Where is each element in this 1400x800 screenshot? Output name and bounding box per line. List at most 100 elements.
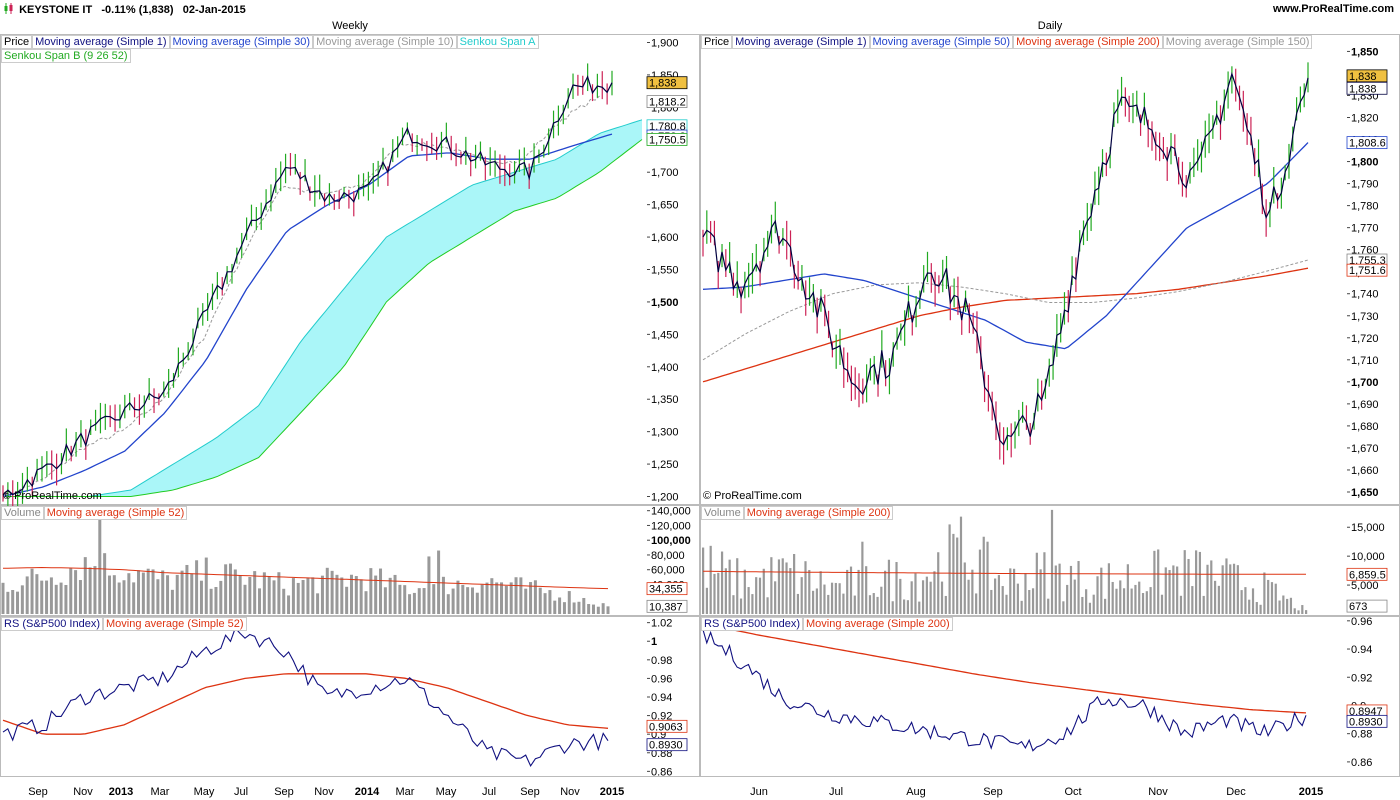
weekly-volume-bar [451, 588, 455, 614]
daily-volume-bar [948, 524, 951, 614]
daily-volume-bar [982, 536, 985, 614]
daily-volume-bar [1035, 552, 1038, 614]
weekly-volume-bar [500, 582, 504, 614]
weekly-volume-y-tick: 100,000 [651, 535, 691, 547]
daily-price-y-tick: 1,730 [1351, 311, 1379, 323]
weekly-volume-bar [132, 582, 136, 614]
legend-rs[interactable]: RS (S&P500 Index) [1, 617, 103, 631]
weekly-volume-bar [287, 595, 291, 614]
weekly-volume-bar [166, 575, 170, 614]
weekly-volume-bar [533, 580, 537, 614]
daily-volume-bar [1172, 565, 1175, 614]
legend-price[interactable]: Price [1, 35, 33, 49]
weekly-volume-bar [224, 564, 228, 614]
legend-ma200[interactable]: Moving average (Simple 200) [1013, 35, 1163, 49]
daily-price-legend: Price Moving average (Simple 1) Moving ave… [701, 35, 1313, 49]
weekly-price-y-tick: 1,600 [651, 232, 679, 244]
daily-volume-bar [849, 566, 853, 614]
legend-volume[interactable]: Volume [1, 506, 44, 520]
weekly-volume-bar [538, 587, 542, 614]
daily-volume-bar [732, 595, 735, 614]
daily-volume-bar [1259, 604, 1262, 614]
legend-rs-ma[interactable]: Moving average (Simple 52) [103, 617, 247, 631]
daily-x-label: Jul [829, 786, 843, 798]
weekly-volume-bar [591, 604, 595, 614]
daily-volume-bar [1305, 610, 1308, 614]
header-bar: KEYSTONE IT -0.11% (1,838) 02-Jan-2015 w… [0, 0, 1400, 18]
legend-ma50[interactable]: Moving average (Simple 50) [869, 35, 1014, 49]
weekly-volume-bar [199, 580, 203, 614]
daily-volume-bar [1054, 565, 1057, 614]
price-change: -0.11% (1,838) [101, 4, 174, 16]
weekly-volume-y-tick: 60,000 [651, 565, 685, 577]
daily-volume-bar [1088, 602, 1092, 614]
weekly-volume-bar [567, 591, 571, 614]
daily-price-tag-box [1346, 81, 1388, 95]
weekly-rs-y-tick: 0.86 [651, 766, 672, 778]
weekly-volume-bar [330, 570, 334, 614]
daily-x-label: Jun [750, 786, 768, 798]
weekly-volume-bar [141, 572, 145, 614]
daily-volume-bar [1160, 594, 1164, 614]
daily-volume-bar [1047, 598, 1050, 614]
weekly-volume-legend: Volume Moving average (Simple 52) [1, 506, 188, 520]
weekly-price-panel[interactable] [0, 34, 700, 505]
legend-senkou-a[interactable]: Senkou Span A [456, 35, 539, 49]
weekly-volume-bar [340, 577, 344, 614]
weekly-price-y-tick: 1,450 [651, 329, 679, 341]
weekly-volume-bar [45, 580, 49, 614]
weekly-rs-y-tick: 1 [651, 636, 657, 648]
legend-ma150[interactable]: Moving average (Simple 150) [1162, 35, 1313, 49]
daily-price-tag-box [1346, 136, 1388, 150]
daily-volume-bar [1009, 568, 1012, 614]
weekly-volume-bar [601, 603, 605, 614]
daily-volume-bar [1005, 594, 1008, 614]
daily-volume-bar [906, 600, 909, 614]
weekly-x-label: Jul [234, 786, 248, 798]
weekly-volume-bar [316, 593, 320, 614]
daily-volume-bar [978, 549, 982, 614]
weekly-volume-bar [1, 582, 5, 614]
daily-volume-bar [1217, 585, 1220, 614]
weekly-price-tag: 1,818.2 [649, 97, 686, 109]
weekly-price-tag-box [646, 95, 688, 108]
legend-senkou-b[interactable]: Senkou Span B (9 26 52) [1, 49, 131, 63]
legend-rs-ma[interactable]: Moving average (Simple 200) [803, 617, 953, 631]
daily-volume-bar [1039, 569, 1042, 614]
legend-ma1[interactable]: Moving average (Simple 1) [32, 35, 170, 49]
daily-copyright: © ProRealTime.com [703, 490, 802, 502]
senkou-span-a-line [3, 119, 643, 497]
weekly-volume-bar [335, 574, 339, 614]
legend-volume[interactable]: Volume [701, 506, 744, 520]
legend-rs[interactable]: RS (S&P500 Index) [701, 617, 803, 631]
weekly-price-tag: 1,750.5 [649, 134, 686, 146]
legend-price[interactable]: Price [701, 35, 733, 49]
site-link[interactable]: www.ProRealTime.com [1272, 3, 1394, 15]
daily-price-y-tick: 1,700 [1351, 377, 1379, 389]
weekly-volume-tag-box [646, 582, 688, 596]
weekly-volume-bar [83, 557, 87, 614]
weekly-rs-tag: 0.9063 [649, 721, 683, 733]
daily-volume-bar [838, 583, 841, 614]
legend-ma1[interactable]: Moving average (Simple 1) [732, 35, 870, 49]
legend-volume-ma[interactable]: Moving average (Simple 52) [43, 506, 188, 520]
daily-volume-bar [1077, 561, 1080, 614]
weekly-volume-bar [490, 578, 494, 614]
legend-ma10[interactable]: Moving average (Simple 10) [313, 35, 457, 49]
daily-volume-bar [857, 569, 860, 614]
daily-volume-bar [1100, 567, 1103, 614]
weekly-volume-bar [470, 587, 474, 614]
weekly-volume-bar [296, 582, 300, 614]
daily-price-panel[interactable] [700, 34, 1400, 505]
weekly-volume-bar [364, 591, 368, 614]
weekly-volume-bar [35, 574, 39, 614]
daily-volume-bar [1278, 600, 1281, 614]
weekly-volume-bar [112, 575, 116, 614]
daily-volume-bar [811, 590, 815, 614]
daily-volume-bar [1286, 598, 1289, 614]
weekly-price-tag-box [646, 76, 688, 90]
legend-volume-ma[interactable]: Moving average (Simple 200) [743, 506, 894, 520]
ichimoku-cloud [3, 119, 642, 497]
legend-ma30[interactable]: Moving average (Simple 30) [169, 35, 314, 49]
weekly-volume-bar [582, 597, 586, 614]
